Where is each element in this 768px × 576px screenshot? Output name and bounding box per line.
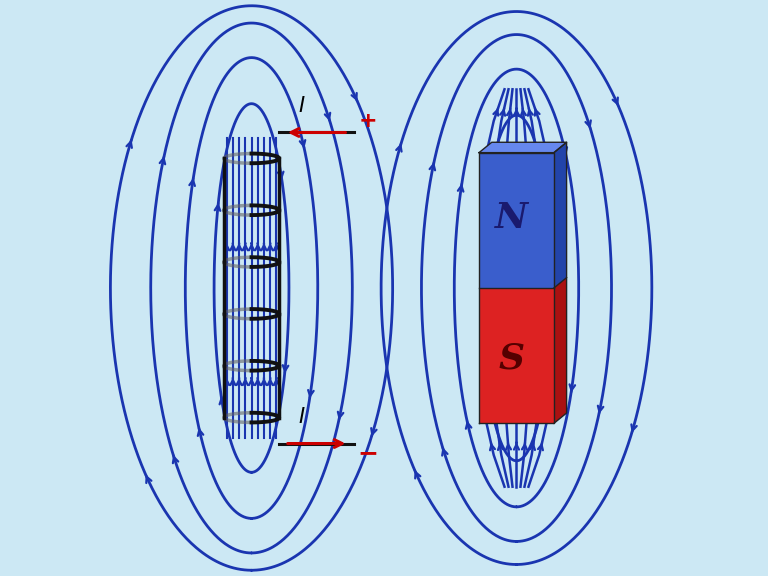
Text: $I$: $I$ xyxy=(299,96,306,116)
Polygon shape xyxy=(479,153,554,288)
Text: +: + xyxy=(359,111,377,131)
Text: N: N xyxy=(495,200,528,234)
Polygon shape xyxy=(554,278,567,423)
Polygon shape xyxy=(554,142,567,288)
Text: −: − xyxy=(357,441,378,465)
Text: $I$: $I$ xyxy=(299,407,306,427)
Text: S: S xyxy=(498,342,525,376)
Polygon shape xyxy=(479,142,567,153)
Polygon shape xyxy=(479,288,554,423)
